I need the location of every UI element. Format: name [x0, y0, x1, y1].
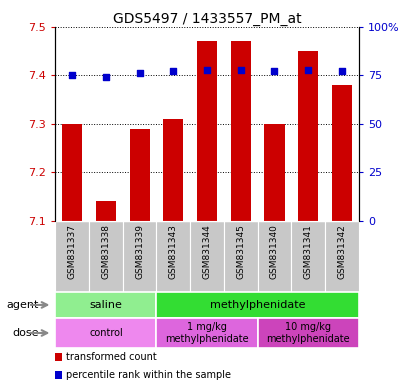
Text: GSM831343: GSM831343: [169, 224, 178, 279]
Text: control: control: [89, 328, 122, 338]
Bar: [156, 318, 257, 348]
Bar: [55, 318, 156, 348]
Bar: [324, 221, 358, 292]
Text: GSM831344: GSM831344: [202, 224, 211, 279]
Text: percentile rank within the sample: percentile rank within the sample: [66, 370, 230, 380]
Bar: [156, 221, 190, 292]
Bar: [257, 221, 291, 292]
Point: [304, 66, 311, 73]
Bar: [55, 221, 89, 292]
Text: transformed count: transformed count: [66, 352, 156, 362]
Bar: [55, 371, 62, 379]
Text: GSM831341: GSM831341: [303, 224, 312, 279]
Text: 10 mg/kg
methylphenidate: 10 mg/kg methylphenidate: [266, 322, 349, 344]
Point: [170, 68, 176, 74]
Bar: [264, 124, 284, 221]
Bar: [230, 41, 250, 221]
Bar: [55, 353, 62, 361]
Point: [338, 68, 344, 74]
Text: methylphenidate: methylphenidate: [209, 300, 305, 310]
Bar: [129, 129, 149, 221]
Bar: [62, 124, 82, 221]
Point: [203, 66, 210, 73]
Point: [136, 70, 143, 76]
Bar: [331, 85, 351, 221]
Text: GSM831345: GSM831345: [236, 224, 245, 279]
Bar: [122, 221, 156, 292]
Bar: [163, 119, 183, 221]
Bar: [156, 292, 358, 318]
Bar: [196, 41, 217, 221]
Point: [237, 66, 243, 73]
Text: GSM831337: GSM831337: [67, 224, 76, 279]
Bar: [55, 292, 156, 318]
Bar: [89, 221, 122, 292]
Text: GSM831338: GSM831338: [101, 224, 110, 279]
Point: [270, 68, 277, 74]
Bar: [190, 221, 223, 292]
Bar: [297, 51, 317, 221]
Text: GSM831340: GSM831340: [269, 224, 278, 279]
Text: GSM831342: GSM831342: [337, 224, 346, 279]
Bar: [257, 318, 358, 348]
Text: dose: dose: [12, 328, 38, 338]
Text: saline: saline: [89, 300, 122, 310]
Text: 1 mg/kg
methylphenidate: 1 mg/kg methylphenidate: [165, 322, 248, 344]
Bar: [223, 221, 257, 292]
Point: [69, 72, 75, 78]
Text: GSM831339: GSM831339: [135, 224, 144, 279]
Text: agent: agent: [6, 300, 38, 310]
Bar: [291, 221, 324, 292]
Title: GDS5497 / 1433557_PM_at: GDS5497 / 1433557_PM_at: [112, 12, 301, 26]
Bar: [96, 201, 116, 221]
Point: [102, 74, 109, 80]
